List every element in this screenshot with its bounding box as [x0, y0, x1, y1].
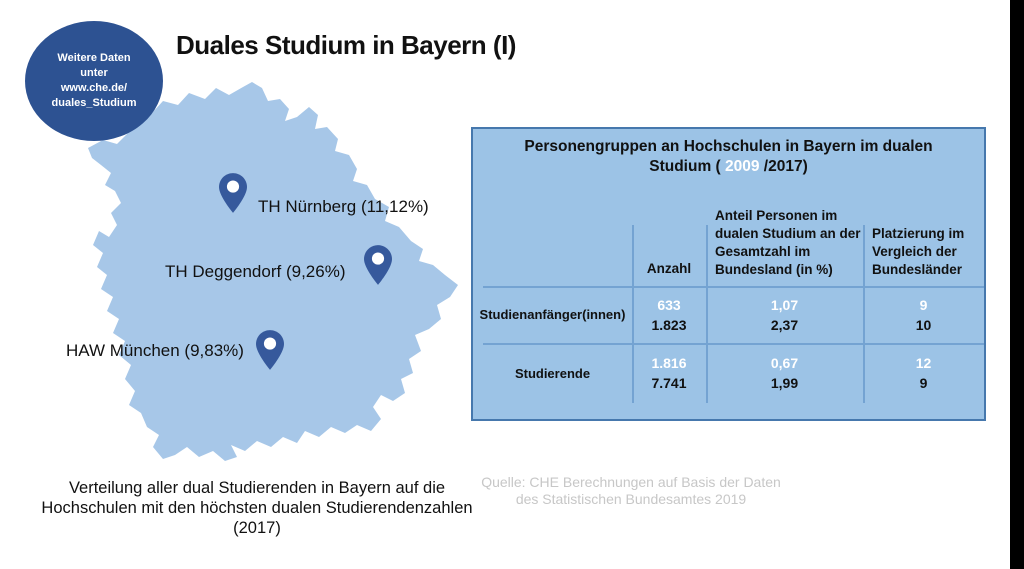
row-divider: [483, 286, 984, 288]
cell-platzierung: 9 10: [863, 286, 984, 343]
table-title: Personengruppen an Hochschulen in Bayern…: [473, 137, 984, 177]
hochschule-name: TH Nürnberg: [258, 197, 357, 216]
bavaria-shape: [88, 82, 458, 461]
cell-anteil: 0,67 1,99: [706, 343, 863, 403]
value-2009: 633: [657, 296, 681, 313]
column-divider: [706, 225, 708, 403]
value-2017: 2,37: [770, 316, 799, 333]
value-2009: 1.816: [651, 355, 687, 371]
cell-anzahl: 633 1.823: [632, 286, 706, 343]
value-2017: 1,99: [770, 375, 799, 391]
value-2017: 9: [919, 375, 928, 391]
more-data-badge: Weitere Daten unter www.che.de/ duales_S…: [25, 21, 163, 141]
table-title-prefix: Personengruppen an Hochschulen in Bayern…: [524, 138, 933, 175]
column-header-platzierung: Platzierung im Vergleich der Bundeslände…: [872, 226, 965, 277]
value-2017: 7.741: [651, 375, 687, 391]
cell-platzierung: 12 9: [863, 343, 984, 403]
value-2017: 1.823: [651, 316, 687, 333]
column-header-anzahl: Anzahl: [646, 261, 692, 276]
cell-anzahl: 1.816 7.741: [632, 343, 706, 403]
data-table-panel: Personengruppen an Hochschulen in Bayern…: [471, 127, 986, 421]
value-2009: 12: [915, 355, 932, 371]
row-label-studierende: Studierende: [514, 365, 591, 381]
value-2009: 9: [919, 296, 928, 313]
column-divider: [863, 225, 865, 403]
value-2009: 0,67: [770, 355, 799, 371]
label-th-nuernberg: TH Nürnberg (11,12%): [258, 197, 429, 217]
cell-anteil: 1,07 2,37: [706, 286, 863, 343]
hochschule-name: HAW München: [66, 341, 180, 360]
source-note: Quelle: CHE Berechnungen auf Basis der D…: [481, 474, 781, 507]
value-2009: 1,07: [770, 296, 799, 313]
map-caption: Verteilung aller dual Studierenden in Ba…: [41, 479, 473, 537]
label-haw-muenchen: HAW München (9,83%): [66, 341, 244, 361]
map-pin-nuernberg: [219, 173, 247, 213]
screen-edge-strip: [1010, 0, 1024, 569]
value-2017: 10: [915, 316, 932, 333]
map-pin-deggendorf: [364, 245, 392, 285]
column-header-anteil: Anteil Personen im dualen Studium an der…: [715, 208, 861, 277]
table-title-year-2009: 2009: [725, 158, 760, 175]
hochschule-percent: (9,26%): [285, 262, 346, 281]
column-divider: [632, 225, 634, 403]
hochschule-percent: (11,12%): [361, 197, 429, 216]
label-th-deggendorf: TH Deggendorf (9,26%): [165, 262, 346, 282]
page-title: Duales Studium in Bayern (I): [176, 30, 516, 60]
map-pin-muenchen: [256, 330, 284, 370]
hochschule-name: TH Deggendorf: [165, 262, 282, 281]
row-label-studienanfaenger: Studienanfänger(innen): [479, 307, 626, 322]
hochschule-percent: (9,83%): [184, 341, 244, 360]
row-divider: [483, 343, 984, 345]
table-title-suffix: /2017): [759, 158, 808, 175]
